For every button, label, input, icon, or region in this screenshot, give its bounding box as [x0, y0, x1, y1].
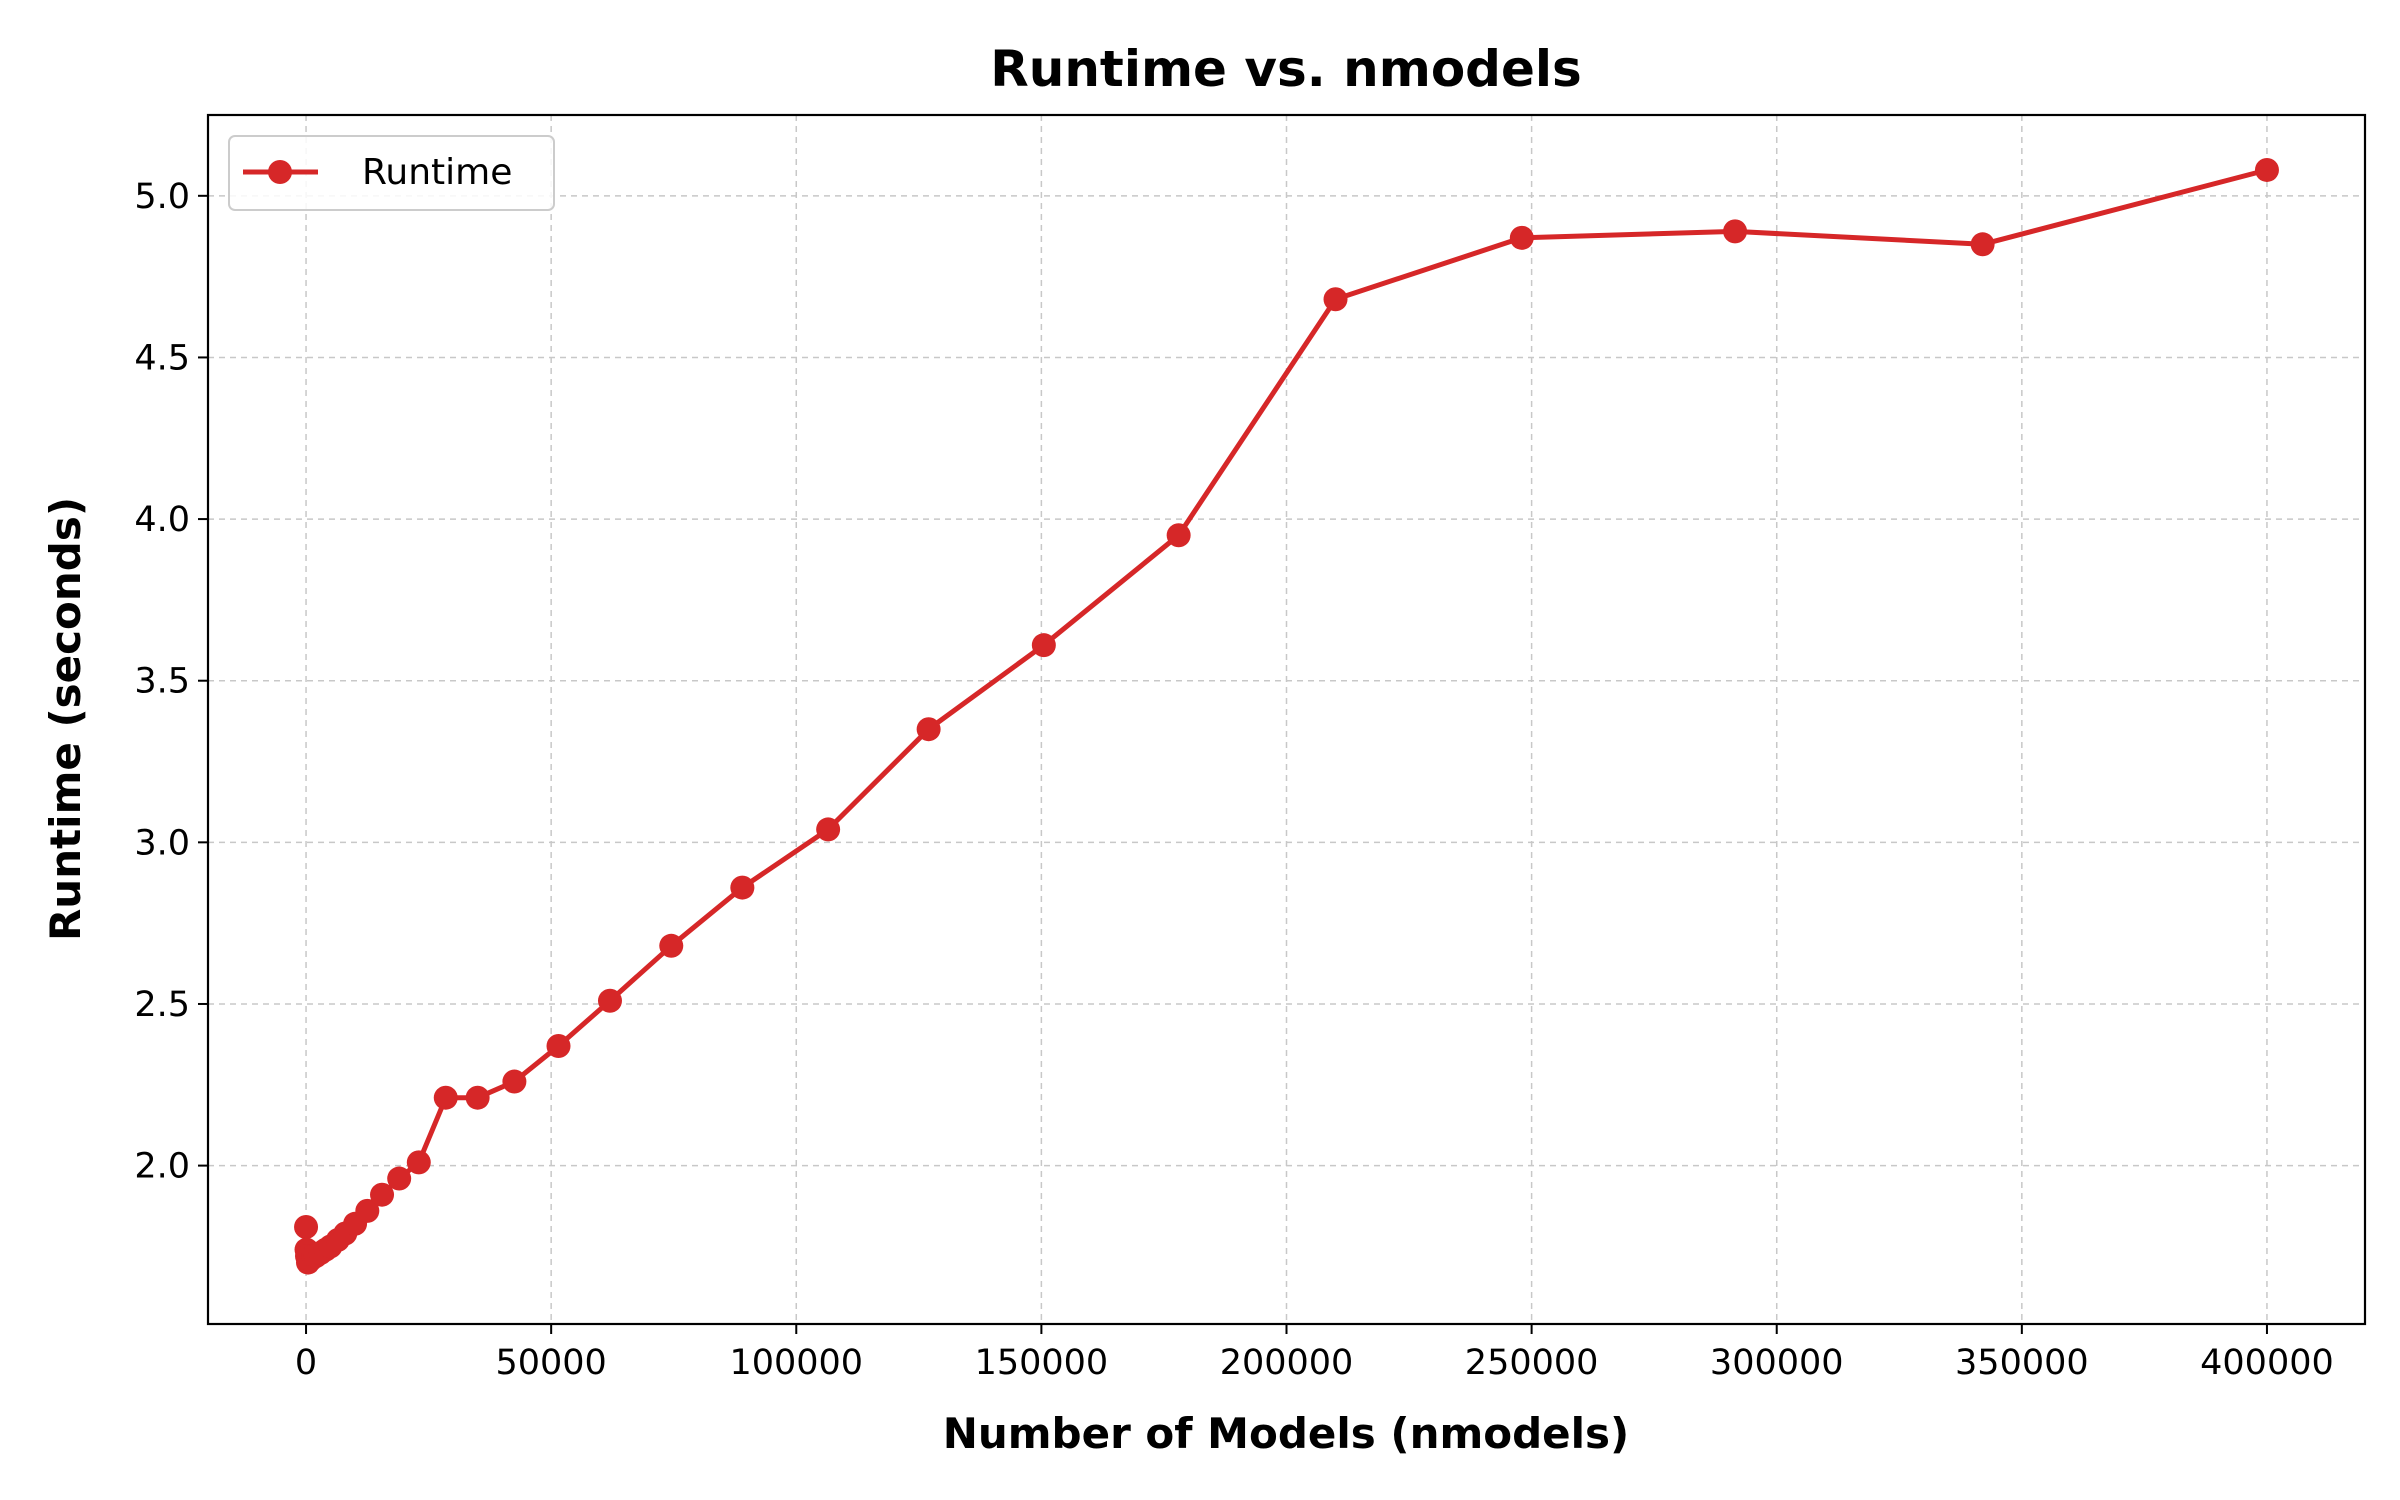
- chart-title: Runtime vs. nmodels: [990, 40, 1582, 98]
- x-tick-label: 300000: [1710, 1343, 1844, 1383]
- y-tick-label: 3.5: [134, 662, 190, 702]
- legend: Runtime: [228, 135, 555, 211]
- grid-lines: [208, 115, 2365, 1324]
- x-tick-label: 0: [295, 1343, 317, 1383]
- data-point: [1970, 232, 1995, 257]
- legend-box: [228, 135, 555, 211]
- x-tick-label: 100000: [729, 1343, 863, 1383]
- y-tick-label: 4.5: [134, 338, 190, 378]
- data-point: [370, 1182, 395, 1207]
- y-tick-label: 4.0: [134, 500, 190, 540]
- data-point: [1323, 287, 1348, 312]
- x-tick-label: 150000: [975, 1343, 1109, 1383]
- y-axis-ticks: 2.0 2.5 3.0 3.5 4.0 4.5 5.0: [134, 177, 208, 1187]
- x-tick-label: 350000: [1955, 1343, 2089, 1383]
- data-point: [406, 1150, 431, 1175]
- data-point: [387, 1166, 412, 1191]
- y-tick-label: 2.0: [134, 1147, 190, 1187]
- data-point: [1509, 225, 1534, 250]
- data-point: [730, 875, 755, 900]
- data-point: [294, 1215, 319, 1240]
- data-point: [1723, 219, 1748, 244]
- data-point: [816, 817, 841, 842]
- data-point: [916, 717, 941, 742]
- data-point: [1166, 523, 1191, 548]
- x-tick-label: 400000: [2200, 1343, 2334, 1383]
- data-point: [465, 1085, 490, 1110]
- series-layer: [294, 157, 2279, 1275]
- data-point: [355, 1198, 380, 1223]
- data-point: [2254, 157, 2279, 182]
- data-point: [502, 1069, 527, 1094]
- data-point: [433, 1085, 458, 1110]
- y-tick-label: 5.0: [134, 177, 190, 217]
- x-tick-label: 250000: [1465, 1343, 1599, 1383]
- y-tick-label: 2.5: [134, 985, 190, 1025]
- data-point: [546, 1033, 571, 1058]
- x-axis-ticks: 0 50000 100000 150000 200000 250000 300000 3500…: [295, 1324, 2334, 1383]
- y-axis-label: Runtime (seconds): [41, 497, 90, 941]
- data-point: [659, 933, 684, 958]
- data-point: [1031, 633, 1056, 658]
- x-tick-label: 50000: [495, 1343, 606, 1383]
- x-axis-label: Number of Models (nmodels): [943, 1409, 1630, 1458]
- x-tick-label: 200000: [1220, 1343, 1354, 1383]
- legend-label-runtime: Runtime: [362, 152, 512, 193]
- data-point: [597, 988, 622, 1013]
- legend-marker-runtime: [268, 160, 292, 184]
- y-tick-label: 3.0: [134, 823, 190, 863]
